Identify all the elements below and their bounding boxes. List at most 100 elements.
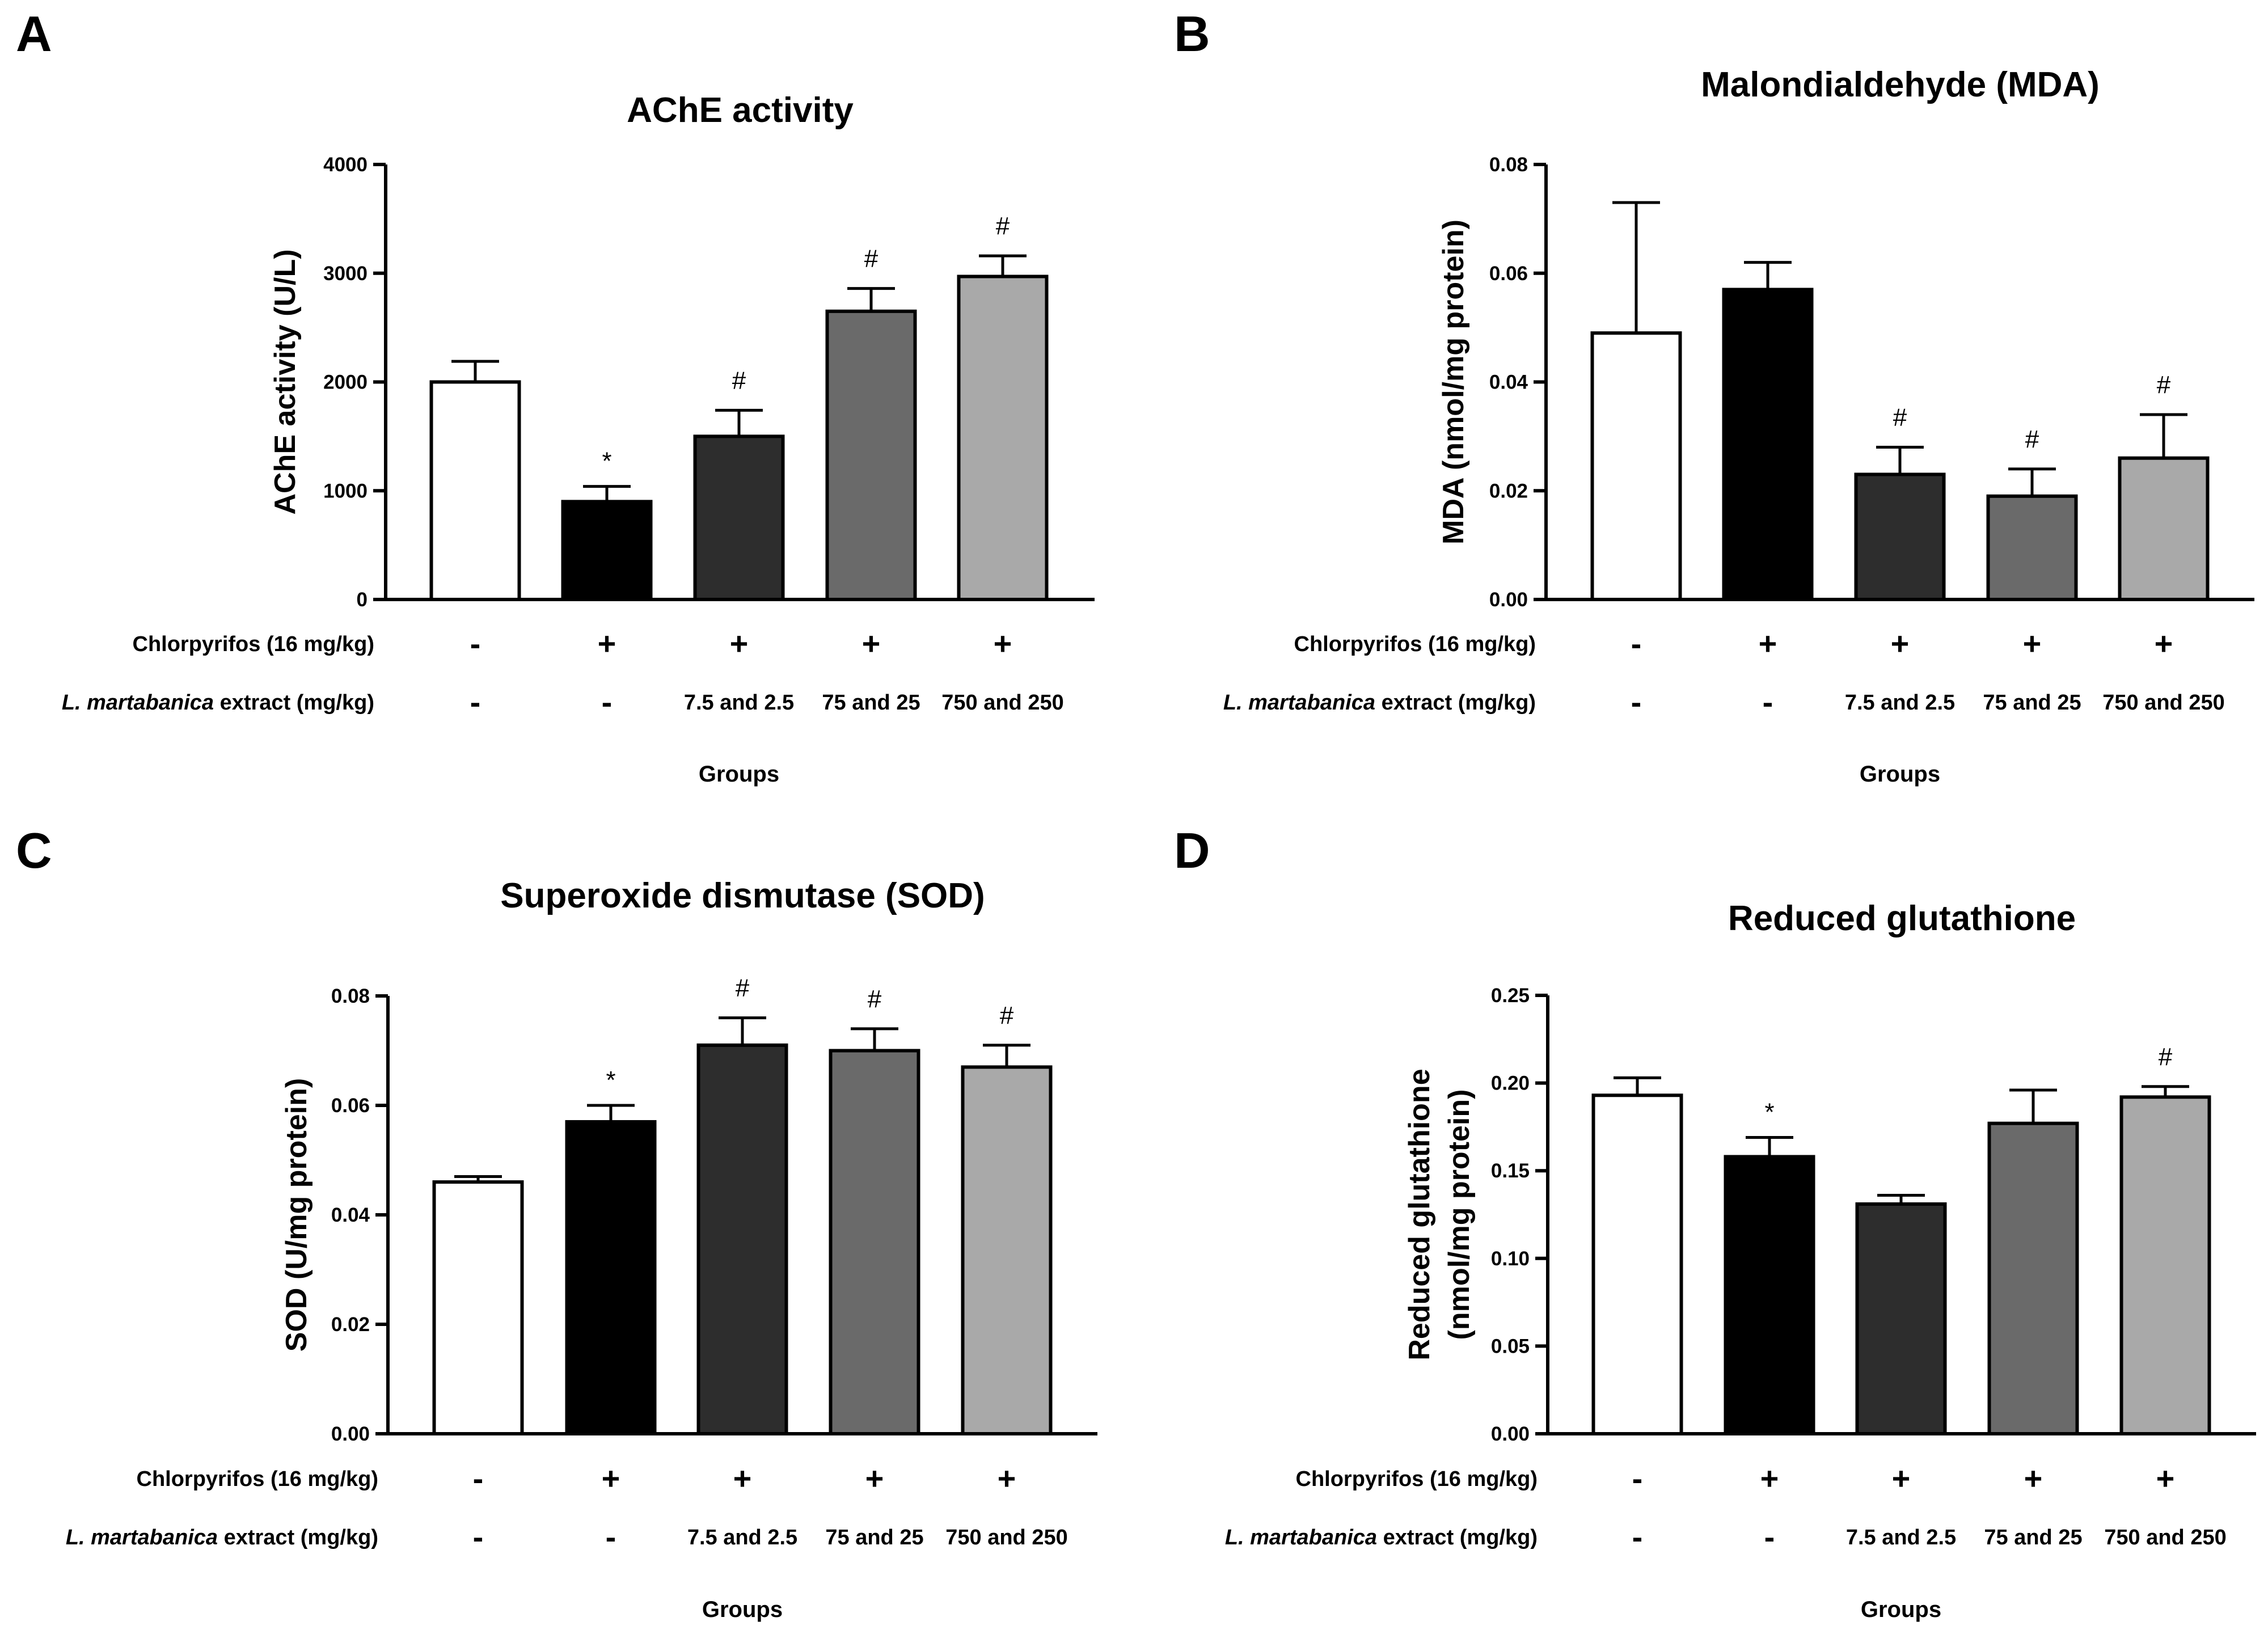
chlorpyrifos-sign: +	[1891, 626, 1910, 661]
extract-row-label-unit: extract (mg/kg)	[218, 1526, 378, 1549]
extract-row-label: L. martabanica extract (mg/kg)	[1225, 1526, 1538, 1549]
extract-dose: 7.5 and 2.5	[687, 1526, 797, 1549]
chart-title: Reduced glutathione	[1728, 899, 2076, 938]
y-tick-label: 0.08	[331, 985, 370, 1007]
y-tick-label: 3000	[323, 263, 368, 285]
chlorpyrifos-sign: +	[994, 626, 1012, 661]
panel-a: A AChE activity AChE activity (U/L) 0 1000 20…	[16, 6, 1095, 787]
chlorpyrifos-sign: +	[2023, 626, 2042, 661]
extract-row-label: L. martabanica extract (mg/kg)	[62, 691, 374, 715]
bar	[2119, 1095, 2211, 1436]
extract-row-label-species: L. martabanica	[1225, 1526, 1377, 1549]
extract-dose: 750 and 250	[2104, 1526, 2226, 1549]
panel-letter: C	[16, 822, 52, 879]
y-tick-label: 1000	[323, 480, 368, 502]
bar	[1724, 1155, 1815, 1435]
significance-marker: #	[736, 974, 750, 1002]
y-tick-label: 0.00	[331, 1423, 370, 1445]
significance-marker: #	[2025, 425, 2039, 453]
extract-row-label: L. martabanica extract (mg/kg)	[1223, 691, 1536, 715]
y-tick-label: 0.15	[1491, 1160, 1530, 1182]
x-axis-label: Groups	[699, 762, 779, 787]
bar	[957, 275, 1049, 601]
y-tick-label: 4000	[323, 154, 368, 176]
panel-c: C Superoxide dismutase (SOD) SOD (U/mg pro…	[16, 822, 1097, 1622]
bar	[961, 1065, 1053, 1435]
chlorpyrifos-sign: +	[1760, 1460, 1779, 1496]
y-tick-label: 2000	[323, 371, 368, 394]
y-tick-label: 0.06	[1489, 263, 1528, 285]
y-tick-label: 0.05	[1491, 1335, 1530, 1357]
extract-dose: -	[1632, 1519, 1643, 1555]
y-tick-label: 0.00	[1489, 589, 1528, 611]
extract-row-label-unit: extract (mg/kg)	[1377, 1526, 1538, 1549]
y-tick-label: 0.20	[1491, 1072, 1530, 1095]
bar	[1722, 288, 1814, 601]
extract-row-label-species: L. martabanica	[1223, 691, 1375, 715]
y-tick-label: 0.06	[331, 1095, 370, 1117]
chlorpyrifos-row-label: Chlorpyrifos (16 mg/kg)	[133, 632, 375, 656]
bar	[432, 1180, 524, 1436]
extract-dose: 75 and 25	[825, 1526, 923, 1549]
chlorpyrifos-sign: +	[730, 626, 749, 661]
significance-marker: #	[1893, 404, 1907, 432]
chlorpyrifos-row-label: Chlorpyrifos (16 mg/kg)	[1296, 1467, 1538, 1491]
extract-dose: -	[1764, 1519, 1775, 1555]
bar	[1855, 1202, 1947, 1435]
extract-dose: 7.5 and 2.5	[1845, 691, 1955, 715]
extract-row-label-species: L. martabanica	[66, 1526, 218, 1549]
extract-dose: 75 and 25	[1984, 1526, 2082, 1549]
chlorpyrifos-sign: -	[1632, 1460, 1643, 1496]
chlorpyrifos-sign: +	[862, 626, 881, 661]
chlorpyrifos-sign: +	[598, 626, 616, 661]
extract-dose: -	[473, 1519, 484, 1555]
y-tick-label: 0.04	[331, 1204, 370, 1226]
chlorpyrifos-sign: +	[2024, 1460, 2043, 1496]
significance-marker: *	[602, 447, 611, 475]
extract-dose: -	[470, 684, 481, 720]
significance-marker: #	[868, 985, 882, 1013]
y-tick-label: 0	[357, 589, 368, 611]
bar	[1987, 1121, 2079, 1435]
extract-dose: 750 and 250	[941, 691, 1063, 715]
y-tick-label: 0.10	[1491, 1248, 1530, 1270]
bar	[565, 1120, 657, 1435]
panel-letter: A	[16, 6, 52, 62]
chlorpyrifos-sign: +	[733, 1460, 752, 1496]
significance-marker: *	[1764, 1098, 1774, 1126]
bar	[693, 434, 785, 601]
extract-dose: 75 and 25	[822, 691, 920, 715]
significance-marker: #	[732, 366, 746, 394]
bar	[825, 309, 917, 601]
chlorpyrifos-sign: -	[473, 1460, 484, 1496]
chart-title: Malondialdehyde (MDA)	[1701, 65, 2100, 104]
y-axis-label: (nmol/mg protein)	[1443, 1090, 1476, 1340]
x-axis-label: Groups	[702, 1597, 783, 1622]
panel-letter: D	[1174, 822, 1210, 879]
significance-marker: *	[606, 1066, 615, 1094]
bar	[829, 1049, 920, 1435]
x-axis-label: Groups	[1861, 1597, 1941, 1622]
y-axis-label: MDA (nmol/mg protein)	[1437, 219, 1470, 544]
y-tick-label: 0.02	[1489, 480, 1528, 502]
extract-dose: 7.5 and 2.5	[684, 691, 794, 715]
chart-title: Superoxide dismutase (SOD)	[500, 876, 985, 915]
chlorpyrifos-sign: -	[1631, 626, 1642, 661]
y-tick-label: 0.02	[331, 1314, 370, 1336]
significance-marker: #	[996, 212, 1010, 240]
extract-dose: 750 and 250	[2102, 691, 2224, 715]
bar	[561, 500, 653, 601]
extract-dose: -	[1631, 684, 1642, 720]
bar	[1854, 472, 1946, 601]
bar	[2118, 456, 2210, 601]
chlorpyrifos-sign: +	[1759, 626, 1777, 661]
extract-dose: -	[1763, 684, 1773, 720]
extract-dose: -	[606, 1519, 616, 1555]
extract-row-label-unit: extract (mg/kg)	[214, 691, 374, 715]
chlorpyrifos-sign: +	[865, 1460, 884, 1496]
x-axis-label: Groups	[1860, 762, 1940, 787]
bar	[696, 1043, 788, 1435]
chlorpyrifos-sign: +	[2156, 1460, 2175, 1496]
chlorpyrifos-sign: +	[2155, 626, 2173, 661]
